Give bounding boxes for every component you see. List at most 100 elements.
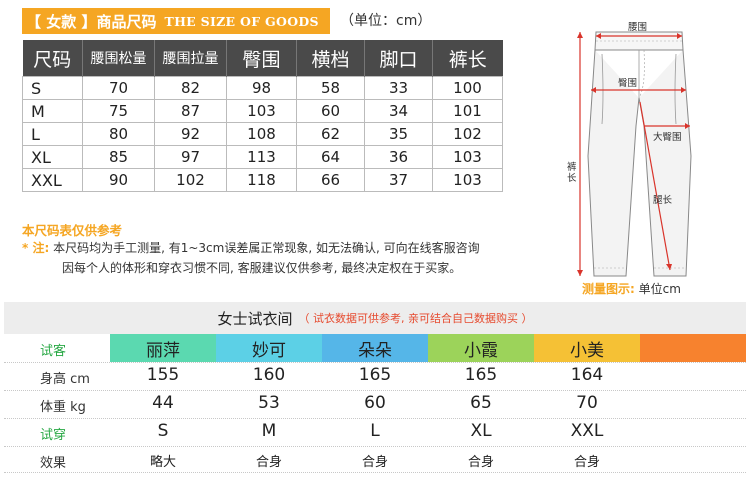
cell: 100 (432, 76, 503, 100)
divider (4, 472, 746, 473)
measure-caption: 测量图示: 单位cm (582, 280, 681, 297)
table-row: XXL 90 102 118 66 37 103 (22, 168, 503, 192)
cell: 75 (82, 99, 155, 123)
effect-value: 略大 (149, 455, 176, 470)
cell: 97 (154, 145, 227, 169)
weight-value: 53 (258, 393, 280, 413)
note-line-1: * 注: 本尺码均为手工测量, 有1~3cm误差属正常现象, 如无法确认, 可向… (22, 239, 480, 256)
effect-value: 合身 (573, 455, 600, 470)
cell: 87 (154, 99, 227, 123)
row-tried-size: 试穿 S M L XL XXL (4, 418, 746, 446)
divider (4, 390, 746, 391)
table-row: M 75 87 103 60 34 101 (22, 99, 503, 123)
cell: 98 (226, 76, 297, 100)
model-name: 丽萍 (110, 334, 216, 362)
note-text-1: 本尺码均为手工测量, 有1~3cm误差属正常现象, 如无法确认, 可向在线客服咨… (53, 241, 480, 255)
weight-value: 65 (470, 393, 492, 413)
col-length: 裤长 (432, 40, 503, 77)
cell: 85 (82, 145, 155, 169)
col-size: 尺码 (22, 40, 83, 77)
cell: 118 (226, 168, 297, 192)
table-row: L 80 92 108 62 35 102 (22, 122, 503, 146)
height-value: 165 (464, 365, 498, 385)
table-row: XL 85 97 113 64 36 103 (22, 145, 503, 169)
cell: 33 (364, 76, 433, 100)
cell: 37 (364, 168, 433, 192)
label-leg: 腿长 (653, 195, 673, 206)
cell: 34 (364, 99, 433, 123)
cell: L (22, 122, 83, 146)
size-table: 尺码 腰围松量 腰围拉量 臀围 横档 脚口 裤长 S 70 82 98 58 3… (22, 40, 503, 192)
row-label-model: 试客 (40, 344, 67, 359)
model-name-text: 丽萍 (146, 340, 180, 361)
cell: XL (22, 145, 83, 169)
extra-color-block (640, 334, 746, 362)
cell: 101 (432, 99, 503, 123)
size-table-header: 尺码 腰围松量 腰围拉量 臀围 横档 脚口 裤长 (22, 40, 503, 77)
banner-title: 商品尺码 (96, 12, 157, 31)
cell: 66 (296, 168, 365, 192)
tried-size-value: L (370, 421, 380, 441)
effect-value: 合身 (467, 455, 494, 470)
row-height: 身高 cm 155 160 165 165 164 (4, 362, 746, 390)
note-star: * 注: (22, 241, 50, 255)
model-name-text: 小美 (570, 340, 604, 361)
cell: S (22, 76, 83, 100)
cell: 103 (432, 145, 503, 169)
model-name: 朵朵 (322, 334, 428, 362)
weight-value: 44 (152, 393, 174, 413)
tried-size-value: XXL (570, 421, 604, 441)
unit-note: （单位：cm） (340, 13, 432, 29)
row-label-tried: 试穿 (40, 428, 67, 443)
size-banner: 【 女款 】 商品尺码 THE SIZE OF GOODS (22, 8, 330, 34)
tryon-header: 女士试衣间 （ 试衣数据可供参考, 亲可结合自己数据购买 ） (4, 302, 746, 334)
col-hip: 臀围 (226, 40, 297, 77)
col-waist-stretched: 腰围拉量 (154, 40, 227, 77)
label-length: 裤长 (567, 162, 577, 184)
pants-drawing-icon (577, 31, 692, 277)
model-name: 妙可 (216, 334, 322, 362)
weight-value: 60 (364, 393, 386, 413)
row-weight: 体重 kg 44 53 60 65 70 (4, 390, 746, 418)
tryon-subtitle: （ 试衣数据可供参考, 亲可结合自己数据购买 ） (298, 312, 533, 325)
cell: XXL (22, 168, 83, 192)
model-name-text: 朵朵 (358, 340, 392, 361)
table-row: S 70 82 98 58 33 100 (22, 76, 503, 100)
model-name-text: 小霞 (464, 340, 498, 361)
pants-diagram: 腰围 臀围 大臀围 腿长 裤长 (560, 6, 740, 290)
col-waist-relaxed: 腰围松量 (82, 40, 155, 77)
row-effect: 效果 略大 合身 合身 合身 合身 (4, 446, 746, 474)
col-thigh: 横档 (296, 40, 365, 77)
cell: 108 (226, 122, 297, 146)
height-value: 164 (570, 365, 604, 385)
cell: 82 (154, 76, 227, 100)
cell: 60 (296, 99, 365, 123)
cell: 102 (432, 122, 503, 146)
tried-size-value: S (157, 421, 169, 441)
cell: 36 (364, 145, 433, 169)
model-name-text: 妙可 (252, 340, 286, 361)
label-hip: 臀围 (618, 78, 638, 89)
height-value: 165 (358, 365, 392, 385)
measure-caption-unit: 单位cm (638, 282, 681, 296)
cell: 70 (82, 76, 155, 100)
effect-value: 合身 (361, 455, 388, 470)
cell: 80 (82, 122, 155, 146)
label-waist: 腰围 (628, 22, 648, 33)
effect-value: 合身 (255, 455, 282, 470)
cell: 58 (296, 76, 365, 100)
cell: 113 (226, 145, 297, 169)
cell: M (22, 99, 83, 123)
cell: 92 (154, 122, 227, 146)
measure-caption-title: 测量图示: (582, 282, 635, 296)
tried-size-value: XL (470, 421, 492, 441)
row-label-height: 身高 cm (40, 372, 90, 387)
col-leg-opening: 脚口 (364, 40, 433, 77)
cell: 102 (154, 168, 227, 192)
cell: 62 (296, 122, 365, 146)
banner-tag: 【 女款 】 (26, 12, 97, 31)
label-thigh: 大臀围 (653, 132, 682, 143)
model-name: 小霞 (428, 334, 534, 362)
cell: 35 (364, 122, 433, 146)
cell: 103 (432, 168, 503, 192)
